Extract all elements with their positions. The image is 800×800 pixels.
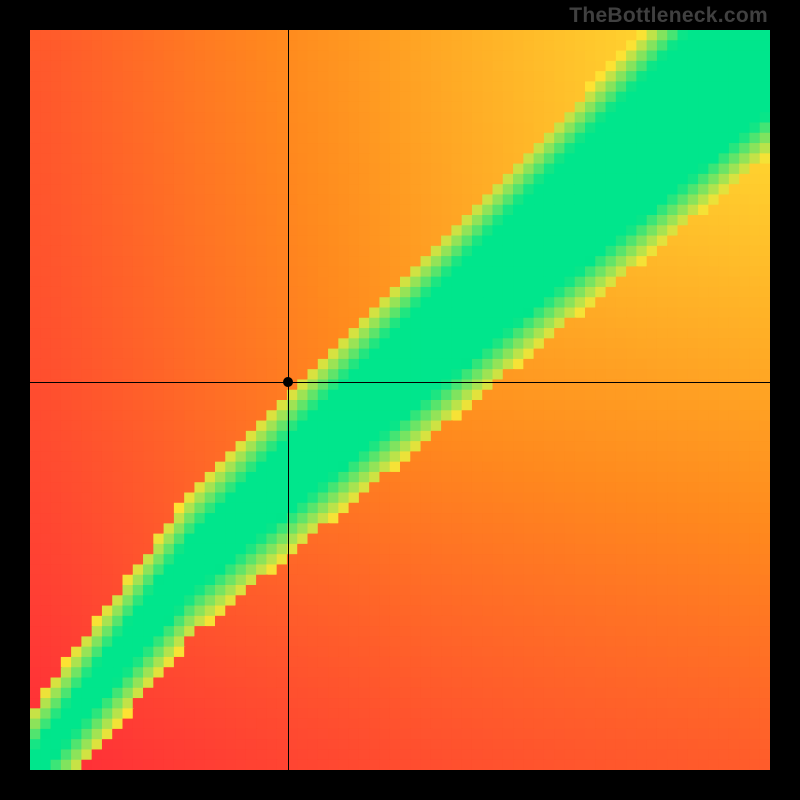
crosshair-vertical — [288, 30, 289, 770]
heatmap-canvas — [30, 30, 770, 770]
chart-container: TheBottleneck.com — [0, 0, 800, 800]
crosshair-horizontal — [30, 382, 770, 383]
marker-dot — [283, 377, 293, 387]
plot-area — [30, 30, 770, 770]
watermark-text: TheBottleneck.com — [569, 4, 768, 28]
